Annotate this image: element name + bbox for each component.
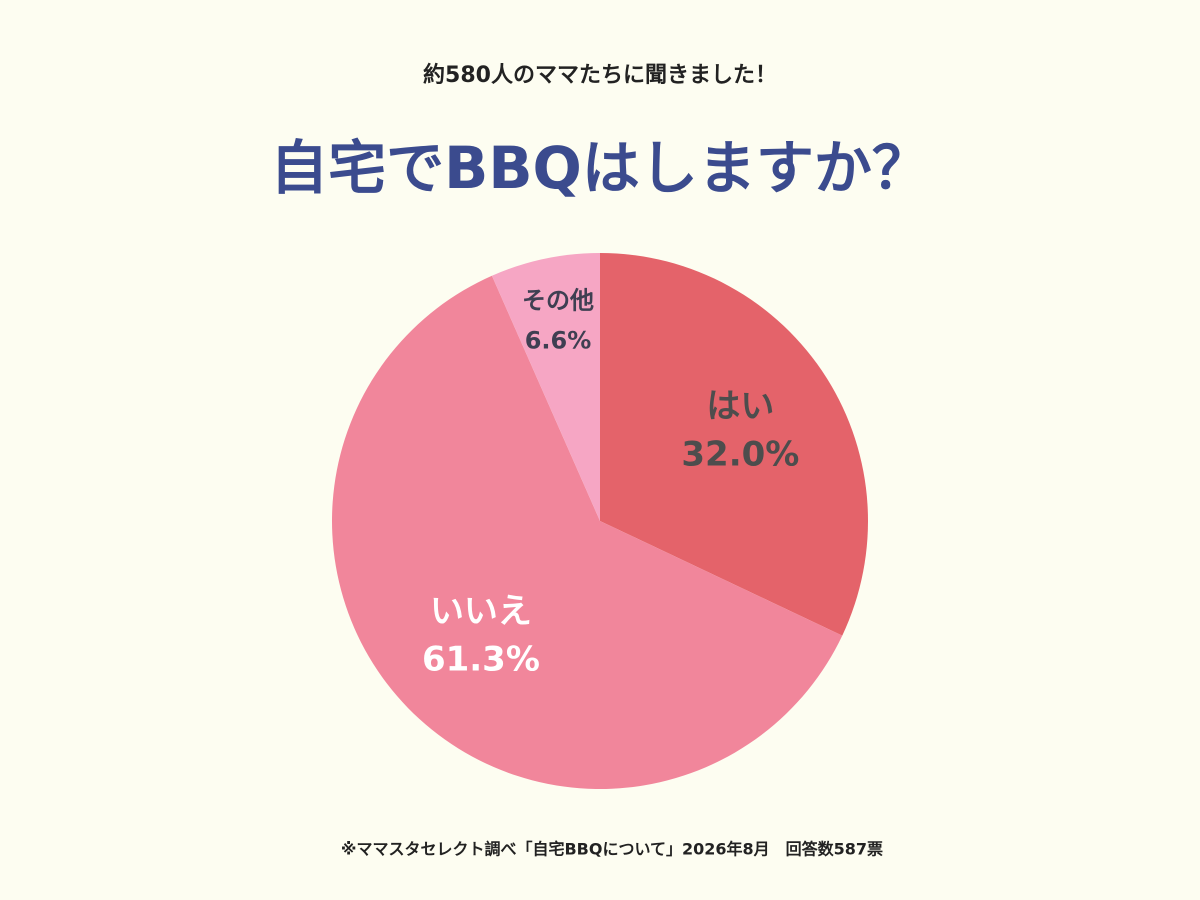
chart-subtitle: 約580人のママたちに聞きました！: [423, 62, 777, 88]
slice-label: はい: [706, 387, 774, 427]
pie-slice: [600, 253, 868, 636]
slice-value-label: 6.6%: [525, 327, 592, 355]
pie: [331, 253, 868, 789]
pie-slice: [491, 253, 600, 521]
chart-title: 自宅でBBQはしますか？: [270, 134, 930, 202]
source-note: ※ママスタセレクト調べ「自宅BBQについて」2026年8月 回答数587票: [341, 840, 883, 859]
slice-value-label: 32.0%: [681, 435, 799, 475]
slice-label: その他: [522, 287, 594, 315]
slice-label: いいえ: [430, 591, 532, 631]
slice-value-label: 61.3%: [422, 639, 540, 679]
pie-slice: [331, 275, 843, 789]
pie-labels: はい 32.0% いいえ 61.3% その他 6.6%: [422, 287, 799, 680]
